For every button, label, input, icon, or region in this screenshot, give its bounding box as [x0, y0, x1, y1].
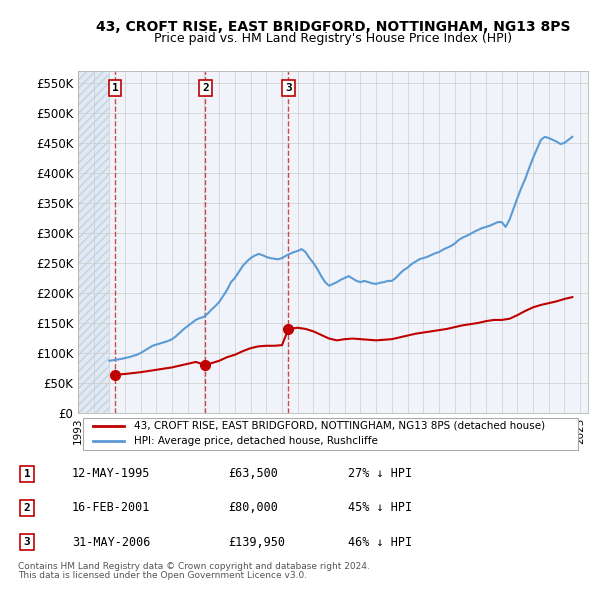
Text: £63,500: £63,500	[228, 467, 278, 480]
Text: 2: 2	[202, 83, 209, 93]
Text: 43, CROFT RISE, EAST BRIDGFORD, NOTTINGHAM, NG13 8PS (detached house): 43, CROFT RISE, EAST BRIDGFORD, NOTTINGH…	[134, 421, 545, 431]
Text: Price paid vs. HM Land Registry's House Price Index (HPI): Price paid vs. HM Land Registry's House …	[154, 32, 512, 45]
Text: £139,950: £139,950	[228, 536, 285, 549]
Text: £80,000: £80,000	[228, 502, 278, 514]
Text: 31-MAY-2006: 31-MAY-2006	[72, 536, 151, 549]
Text: 3: 3	[23, 537, 31, 547]
Text: 45% ↓ HPI: 45% ↓ HPI	[348, 502, 412, 514]
Text: 12-MAY-1995: 12-MAY-1995	[72, 467, 151, 480]
Text: 46% ↓ HPI: 46% ↓ HPI	[348, 536, 412, 549]
Text: This data is licensed under the Open Government Licence v3.0.: This data is licensed under the Open Gov…	[18, 571, 307, 580]
Text: 3: 3	[285, 83, 292, 93]
Text: Contains HM Land Registry data © Crown copyright and database right 2024.: Contains HM Land Registry data © Crown c…	[18, 562, 370, 571]
Text: 1: 1	[23, 469, 31, 479]
FancyBboxPatch shape	[83, 418, 578, 450]
Text: 43, CROFT RISE, EAST BRIDGFORD, NOTTINGHAM, NG13 8PS: 43, CROFT RISE, EAST BRIDGFORD, NOTTINGH…	[96, 19, 570, 34]
Bar	[78, 71, 109, 413]
Text: 1: 1	[112, 83, 119, 93]
Text: 27% ↓ HPI: 27% ↓ HPI	[348, 467, 412, 480]
Text: 2: 2	[23, 503, 31, 513]
Text: 16-FEB-2001: 16-FEB-2001	[72, 502, 151, 514]
Text: HPI: Average price, detached house, Rushcliffe: HPI: Average price, detached house, Rush…	[134, 437, 378, 447]
